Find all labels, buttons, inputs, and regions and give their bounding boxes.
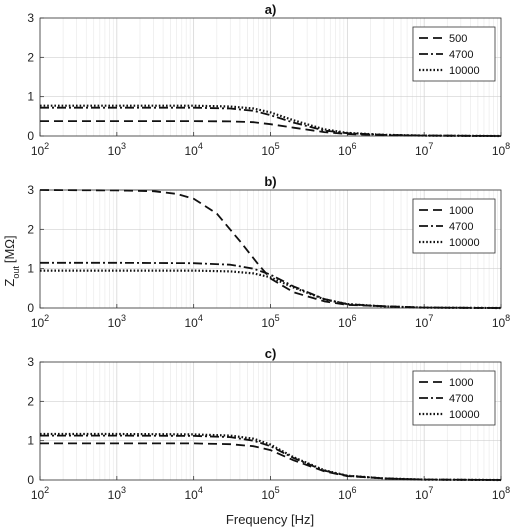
x-tick-label: 103	[108, 485, 126, 502]
subplot-2: 102 103 104 105 106 107 108 0 1 2 3 b) 1000 4700 10000	[27, 174, 510, 330]
x-tick-label: 105	[261, 485, 279, 502]
subplot-title: c)	[265, 346, 277, 361]
y-tick-label: 0	[27, 473, 34, 487]
y-tick-label: 1	[27, 262, 34, 276]
x-tick-label: 105	[261, 141, 279, 158]
y-tick-label: 2	[27, 50, 34, 64]
series-line-10000	[40, 432, 502, 482]
legend: 1000 4700 10000	[412, 370, 496, 426]
series-line-10000	[40, 269, 502, 310]
subplot-1: 102 103 104 105 106 107 108 0 1 2 3 a) 500 4700 10000	[27, 2, 510, 158]
legend-label: 1000	[449, 377, 473, 389]
y-tick-label: 1	[27, 90, 34, 104]
legend: 1000 4700 10000	[412, 198, 496, 254]
shared-x-axis-label: Frequency [Hz]	[226, 512, 314, 527]
x-tick-label: 102	[31, 485, 49, 502]
y-tick-label: 3	[27, 355, 34, 369]
legend: 500 4700 10000	[412, 26, 496, 82]
x-tick-label: 106	[338, 313, 356, 330]
x-tick-label: 106	[338, 485, 356, 502]
y-tick-label: 0	[27, 301, 34, 315]
subplot-title: a)	[265, 2, 277, 17]
series-line-4700	[40, 261, 502, 309]
x-tick-label: 108	[492, 141, 510, 158]
x-tick-label: 106	[338, 141, 356, 158]
subplot-title: b)	[264, 174, 276, 189]
legend-label: 10000	[449, 237, 480, 249]
legend-label: 4700	[449, 393, 473, 405]
x-tick-label: 104	[184, 485, 202, 502]
legend-label: 500	[449, 33, 467, 45]
y-tick-label: 3	[27, 11, 34, 25]
x-tick-label: 104	[184, 141, 202, 158]
x-tick-label: 104	[184, 313, 202, 330]
subplot-3: 102 103 104 105 106 107 108 0 1 2 3 c) 1000 4700 10000	[27, 346, 510, 502]
y-tick-label: 2	[27, 394, 34, 408]
x-tick-label: 107	[415, 485, 433, 502]
x-tick-label: 108	[492, 313, 510, 330]
y-tick-label: 3	[27, 183, 34, 197]
legend-label: 4700	[449, 49, 473, 61]
legend-label: 10000	[449, 409, 480, 421]
series-line-10000	[40, 104, 502, 138]
x-tick-label: 107	[415, 141, 433, 158]
x-tick-label: 102	[31, 141, 49, 158]
series-line-1000	[39, 189, 502, 309]
x-tick-label: 107	[415, 313, 433, 330]
y-tick-label: 0	[27, 129, 34, 143]
y-tick-label: 2	[27, 222, 34, 236]
legend-label: 4700	[449, 221, 473, 233]
x-tick-label: 105	[261, 313, 279, 330]
x-tick-label: 103	[108, 141, 126, 158]
legend-label: 1000	[449, 205, 473, 217]
x-tick-label: 108	[492, 485, 510, 502]
x-tick-label: 103	[108, 313, 126, 330]
legend-label: 10000	[449, 65, 480, 77]
shared-y-axis-label: Zout[MΩ]	[2, 235, 21, 286]
y-tick-label: 1	[27, 434, 34, 448]
x-tick-label: 102	[31, 313, 49, 330]
